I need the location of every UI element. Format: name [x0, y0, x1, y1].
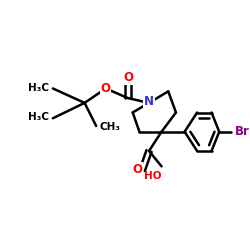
Text: HO: HO [144, 171, 162, 181]
Text: N: N [144, 96, 154, 108]
Text: Br: Br [234, 125, 250, 138]
Text: H₃C: H₃C [28, 112, 49, 122]
Text: O: O [132, 163, 142, 176]
Text: O: O [101, 82, 111, 95]
Text: H₃C: H₃C [28, 82, 49, 92]
Text: O: O [123, 72, 133, 85]
Text: CH₃: CH₃ [99, 122, 120, 132]
